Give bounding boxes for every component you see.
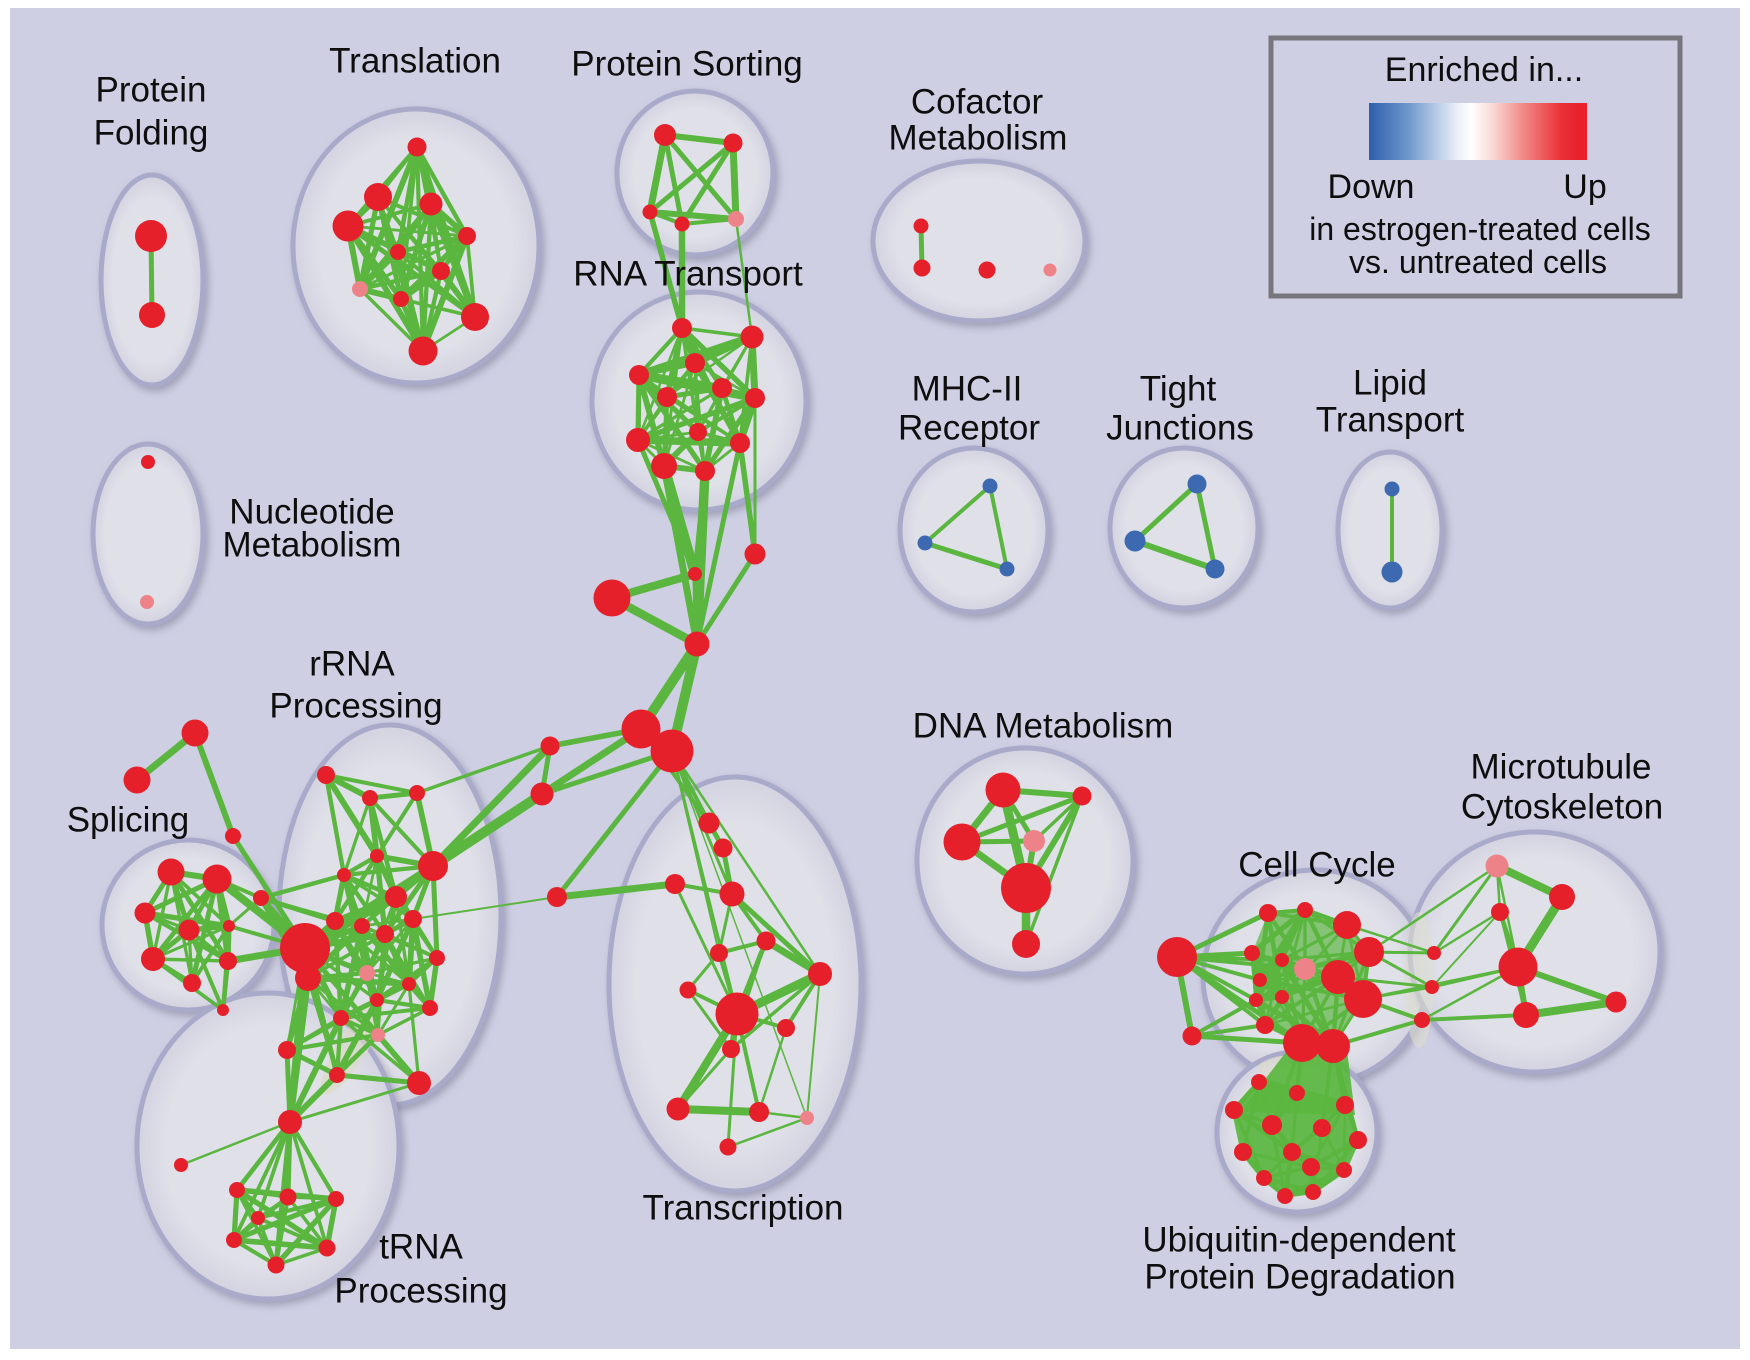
svg-text:Splicing: Splicing: [67, 801, 190, 840]
svg-text:vs. untreated cells: vs. untreated cells: [1349, 244, 1607, 280]
svg-text:rRNA: rRNA: [309, 645, 395, 684]
svg-text:RNA Transport: RNA Transport: [573, 255, 803, 294]
svg-text:Cofactor: Cofactor: [911, 83, 1044, 122]
svg-text:Microtubule: Microtubule: [1471, 748, 1652, 787]
svg-text:Translation: Translation: [329, 42, 501, 81]
svg-text:in estrogen-treated cells: in estrogen-treated cells: [1309, 211, 1651, 247]
svg-text:DNA Metabolism: DNA Metabolism: [913, 707, 1174, 746]
svg-text:Transcription: Transcription: [643, 1189, 844, 1228]
svg-text:Nucleotide: Nucleotide: [229, 493, 394, 532]
svg-text:Folding: Folding: [94, 114, 209, 153]
svg-text:Processing: Processing: [269, 687, 442, 726]
svg-text:Up: Up: [1563, 168, 1606, 206]
svg-text:tRNA: tRNA: [379, 1228, 463, 1267]
svg-text:Enriched in...: Enriched in...: [1385, 51, 1583, 89]
svg-text:Lipid: Lipid: [1353, 364, 1427, 403]
svg-text:Protein Degradation: Protein Degradation: [1144, 1258, 1455, 1297]
svg-text:Metabolism: Metabolism: [889, 119, 1068, 158]
svg-text:Cytoskeleton: Cytoskeleton: [1461, 788, 1663, 827]
svg-text:Processing: Processing: [334, 1272, 507, 1311]
svg-text:Junctions: Junctions: [1106, 409, 1254, 448]
svg-text:MHC-II: MHC-II: [912, 370, 1023, 409]
svg-text:Protein: Protein: [96, 71, 207, 110]
svg-text:Transport: Transport: [1316, 401, 1465, 440]
svg-text:Cell Cycle: Cell Cycle: [1238, 846, 1396, 885]
svg-text:Tight: Tight: [1140, 370, 1217, 409]
svg-text:Down: Down: [1328, 168, 1415, 206]
svg-text:Receptor: Receptor: [898, 409, 1040, 448]
svg-text:Ubiquitin-dependent: Ubiquitin-dependent: [1142, 1221, 1456, 1260]
svg-text:Metabolism: Metabolism: [223, 526, 402, 565]
svg-text:Protein Sorting: Protein Sorting: [571, 45, 803, 84]
